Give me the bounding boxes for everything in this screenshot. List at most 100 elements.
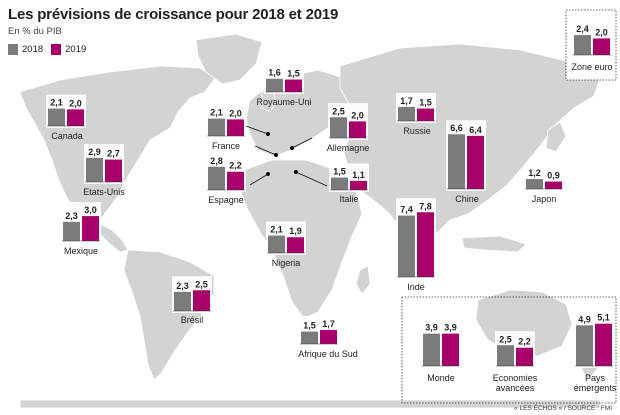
bar-2019-nigeria [287,237,304,253]
bar-2019-espagne [227,171,244,190]
bar-2019-monde [442,333,459,366]
pointer-dot-royaume-uni [266,132,270,136]
pointer-dot-italie [294,170,298,174]
bar-2019-afrique-du-sud [320,329,337,344]
pointer-dot-espagne [266,172,270,176]
japan-shape [545,121,567,153]
bar-2018-inde [398,215,415,277]
legend-item-2018: 2018 [8,44,43,55]
value-label-2018-japon: 1,2 [528,168,541,178]
bar-2018-mexique [63,221,80,241]
category-label-bresil: Brésil [181,315,204,325]
pointer-line-royaume-uni [245,125,269,135]
bar-2019-mexique [82,216,99,241]
category-label-zone-euro: Zone euro [571,62,612,72]
bar-2018-allemagne [330,117,347,138]
bar-2018-royaume-uni [266,78,283,92]
value-label-2018-pays-emergents: 4,9 [578,314,591,324]
category-label-economies-avancees-line2: avancées [496,383,535,393]
madagascar-shape [355,265,371,295]
bar-2018-japon [526,179,543,189]
bar-2019-russie [417,108,434,121]
bar-2019-france [227,119,244,136]
bar-2019-japon [545,181,562,189]
category-label-mexique: Mexique [64,246,98,256]
bar-2019-zone-euro [593,38,610,55]
source-note: « LES ÉCHOS » / SOURCE : FMI [514,405,612,412]
bar-2018-france [208,118,225,136]
value-label-2018-italie: 1,5 [333,167,346,177]
bar-2018-economies-avancees [497,345,514,366]
value-label-2018-espagne: 2,8 [210,156,223,166]
central-america-shape [95,221,129,253]
bar-2018-monde [423,333,440,366]
category-label-inde: Inde [407,282,425,292]
bar-2018-chine [448,134,465,189]
category-label-espagne: Espagne [208,195,244,205]
value-label-2019-russie: 1,5 [419,98,432,108]
category-label-canada: Canada [51,131,83,141]
bar-2018-canada [48,108,65,126]
bar-2018-zone-euro [574,35,591,55]
category-label-italie: Italie [339,194,358,204]
value-label-2019-mexique: 3,0 [84,205,97,215]
legend-swatch-2019 [51,44,62,55]
pointer-dot-france [274,153,278,157]
category-label-chine: Chine [455,194,479,204]
value-label-2019-pays-emergents: 5,1 [597,313,610,323]
value-label-2019-afrique-du-sud: 1,7 [322,319,335,329]
bar-2018-etats-unis [86,157,103,182]
legend-label-2019: 2019 [65,44,87,55]
bar-2019-chine [467,135,484,189]
legend-item-2019: 2019 [51,44,86,55]
category-label-etats-unis: Etats-Unis [83,187,125,197]
category-label-monde: Monde [427,373,455,383]
pointer-line-espagne [249,173,269,186]
category-label-russie: Russie [403,126,431,136]
indonesia-shape [461,235,527,253]
value-label-2019-bresil: 2,5 [195,279,208,289]
value-label-2019-espagne: 2,2 [229,161,242,171]
value-label-2019-royaume-uni: 1,5 [287,69,300,79]
value-label-2018-nigeria: 2,1 [270,225,283,235]
category-label-economies-avancees-line1: Economies [493,373,538,383]
category-label-allemagne: Allemagne [327,143,370,153]
bar-2019-economies-avancees [516,347,533,366]
category-label-japon: Japon [532,194,557,204]
bar-2019-allemagne [349,121,366,138]
value-label-2019-economies-avancees: 2,2 [518,337,531,347]
value-label-2019-zone-euro: 2,0 [595,27,608,37]
antarctica-shape [19,399,601,409]
bar-2018-pays-emergents [576,325,593,366]
value-label-2018-canada: 2,1 [50,98,63,108]
legend-swatch-2018 [8,44,18,55]
legend-label-2018: 2018 [22,44,44,55]
bar-2019-inde [417,212,434,277]
value-label-2018-inde: 7,4 [400,205,413,215]
bar-2019-italie [350,180,367,190]
pointer-line-allemagne [291,137,313,149]
bar-2019-pays-emergents [595,323,612,366]
value-label-2018-etats-unis: 2,9 [88,147,101,157]
category-label-royaume-uni: Royaume-Uni [256,97,311,107]
bar-2019-royaume-uni [285,79,302,92]
value-label-2018-bresil: 2,3 [176,281,189,291]
bar-2019-canada [67,109,84,126]
value-label-2018-monde: 3,9 [425,323,438,333]
value-label-2019-canada: 2,0 [69,98,82,108]
chart-subtitle: En % du PIB [8,26,62,37]
value-label-2019-japon: 0,9 [547,171,560,181]
bar-2018-russie [398,106,415,121]
value-label-2019-chine: 6,4 [469,125,482,135]
value-label-2019-allemagne: 2,0 [351,110,364,120]
value-label-2018-afrique-du-sud: 1,5 [303,321,316,331]
value-label-2019-nigeria: 1,9 [289,226,302,236]
bar-2018-nigeria [268,235,285,253]
category-label-pays-emergents-line2: émergents [574,383,617,393]
pointer-dot-allemagne [290,146,294,150]
value-label-2019-france: 2,0 [229,108,242,118]
bar-2018-espagne [208,166,225,190]
value-label-2019-etats-unis: 2,7 [107,149,120,159]
value-label-2019-monde: 3,9 [444,323,457,333]
